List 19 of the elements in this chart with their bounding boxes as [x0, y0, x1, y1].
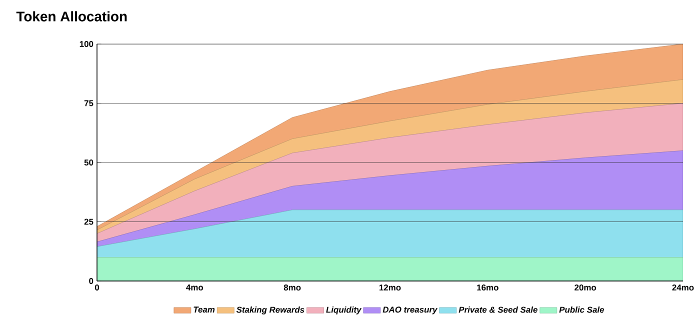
legend-label: Liquidity	[326, 306, 362, 314]
y-tick-label: 100	[80, 41, 94, 47]
y-tick-label: 75	[84, 100, 94, 106]
y-tick-label: 0	[89, 278, 94, 284]
legend-label: Staking Rewards	[236, 306, 304, 314]
legend-label: Team	[194, 306, 215, 313]
legend-label: Public Sale	[559, 306, 604, 313]
x-tick-label: 8mo	[284, 284, 301, 291]
x-tick-label: 12mo	[379, 284, 401, 291]
x-tick-label: 24mo	[672, 284, 694, 291]
y-tick-label: 50	[84, 160, 94, 166]
legend-label: Private & Seed Sale	[458, 306, 538, 313]
chart-title: Token Allocation	[16, 11, 127, 22]
x-tick-label: 16mo	[477, 284, 498, 291]
x-tick-label: 4mo	[186, 284, 204, 290]
legend-label: DAO treasury	[382, 306, 438, 314]
x-tick-label: 20mo	[574, 284, 596, 291]
y-tick-label: 25	[84, 218, 94, 225]
x-tick-label: 0	[94, 284, 100, 291]
